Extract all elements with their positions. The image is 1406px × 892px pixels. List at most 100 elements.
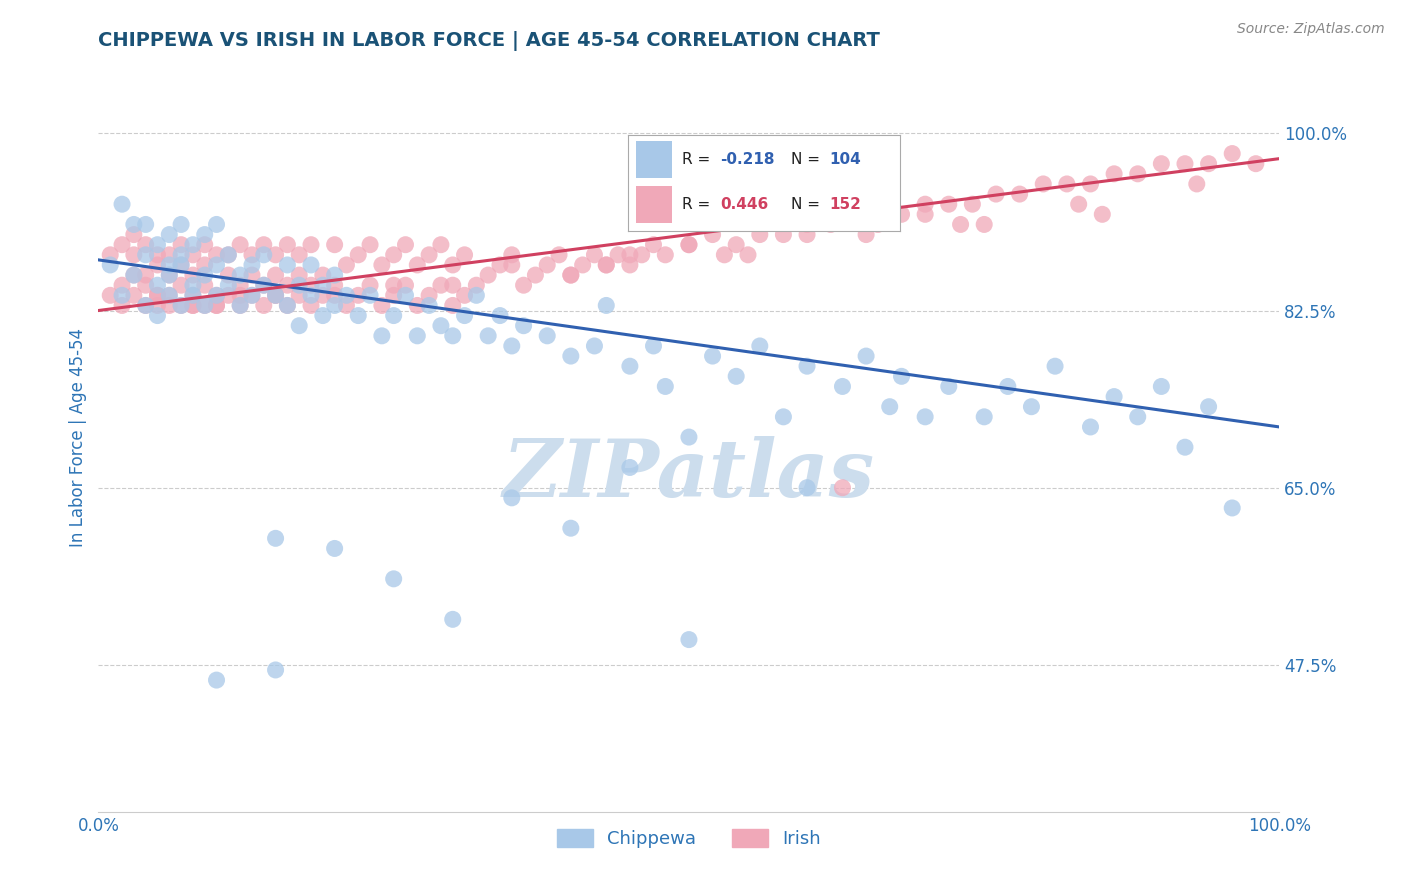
Point: [441, 298, 464, 312]
Point: [135, 237, 157, 252]
Point: [276, 298, 298, 312]
Point: [146, 258, 169, 272]
Point: [984, 187, 1007, 202]
Point: [288, 248, 311, 262]
Point: [276, 298, 298, 312]
Point: [323, 541, 346, 556]
Point: [122, 268, 145, 282]
Point: [335, 258, 357, 272]
Point: [240, 288, 263, 302]
Point: [111, 278, 134, 293]
Point: [170, 298, 193, 312]
Point: [1021, 400, 1043, 414]
Point: [146, 278, 169, 293]
Point: [312, 288, 335, 302]
Point: [418, 248, 440, 262]
Point: [536, 328, 558, 343]
Point: [299, 298, 322, 312]
Point: [146, 237, 169, 252]
Point: [229, 237, 252, 252]
Point: [229, 278, 252, 293]
Point: [264, 288, 287, 302]
Point: [146, 248, 169, 262]
Point: [157, 248, 180, 262]
Point: [595, 258, 617, 272]
Text: -0.218: -0.218: [721, 152, 775, 167]
Point: [702, 349, 724, 363]
Point: [157, 268, 180, 282]
Point: [477, 328, 499, 343]
Point: [111, 197, 134, 211]
Point: [571, 258, 593, 272]
Point: [146, 298, 169, 312]
Point: [205, 298, 228, 312]
Point: [1198, 400, 1220, 414]
Point: [973, 409, 995, 424]
Point: [253, 278, 276, 293]
Text: 0.446: 0.446: [721, 197, 769, 212]
Point: [1032, 177, 1054, 191]
Point: [323, 288, 346, 302]
Point: [949, 218, 972, 232]
Point: [619, 248, 641, 262]
Point: [299, 278, 322, 293]
Point: [111, 237, 134, 252]
Point: [1185, 177, 1208, 191]
Bar: [636, 186, 672, 223]
Text: 104: 104: [830, 152, 862, 167]
Point: [299, 288, 322, 302]
Point: [229, 288, 252, 302]
Point: [430, 318, 453, 333]
Text: CHIPPEWA VS IRISH IN LABOR FORCE | AGE 45-54 CORRELATION CHART: CHIPPEWA VS IRISH IN LABOR FORCE | AGE 4…: [98, 30, 880, 51]
Point: [181, 268, 204, 282]
Point: [240, 268, 263, 282]
Point: [299, 258, 322, 272]
Point: [879, 400, 901, 414]
Point: [217, 248, 239, 262]
Point: [122, 248, 145, 262]
Point: [430, 278, 453, 293]
Point: [205, 258, 228, 272]
Point: [595, 298, 617, 312]
Point: [512, 318, 534, 333]
Point: [1067, 197, 1090, 211]
Point: [406, 258, 429, 272]
Point: [406, 298, 429, 312]
Point: [181, 248, 204, 262]
Point: [146, 288, 169, 302]
Point: [1126, 409, 1149, 424]
Point: [312, 268, 335, 282]
Point: [194, 258, 217, 272]
Point: [181, 298, 204, 312]
Point: [725, 237, 748, 252]
Point: [619, 460, 641, 475]
Point: [157, 258, 180, 272]
Point: [122, 218, 145, 232]
Point: [1126, 167, 1149, 181]
Point: [135, 248, 157, 262]
Point: [548, 248, 571, 262]
Point: [560, 268, 582, 282]
Point: [170, 258, 193, 272]
Point: [524, 268, 547, 282]
Point: [194, 298, 217, 312]
Point: [98, 248, 121, 262]
Point: [312, 309, 335, 323]
Point: [1220, 500, 1243, 515]
Point: [1056, 177, 1078, 191]
Point: [135, 268, 157, 282]
Point: [654, 379, 676, 393]
Point: [382, 309, 405, 323]
Bar: [636, 141, 672, 178]
Point: [157, 288, 180, 302]
Point: [299, 237, 322, 252]
Point: [181, 298, 204, 312]
Point: [477, 268, 499, 282]
Point: [170, 218, 193, 232]
Point: [394, 278, 416, 293]
Point: [122, 288, 145, 302]
Text: N =: N =: [792, 197, 825, 212]
Point: [276, 237, 298, 252]
Point: [382, 572, 405, 586]
Point: [288, 278, 311, 293]
